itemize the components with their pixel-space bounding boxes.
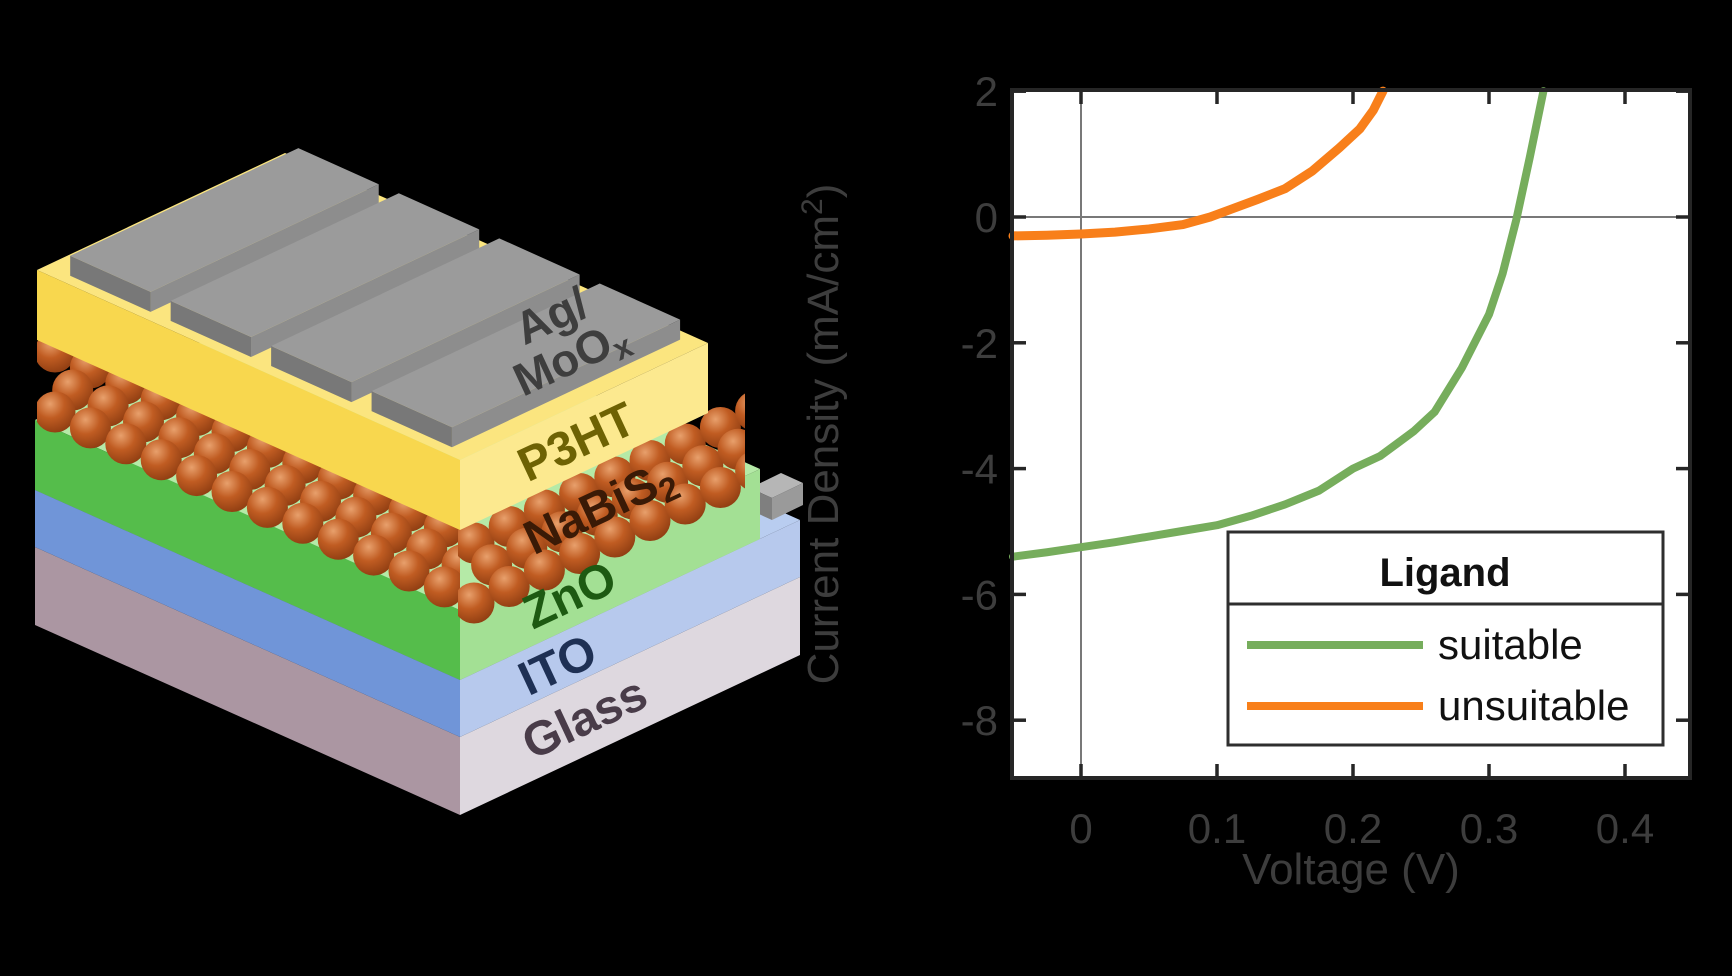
legend-title: Ligand bbox=[1379, 551, 1510, 595]
y-tick-label: -4 bbox=[961, 446, 998, 493]
curve-unsuitable bbox=[1008, 86, 1388, 241]
nanocrystal-sphere bbox=[353, 534, 395, 576]
nanocrystal-sphere bbox=[735, 393, 745, 432]
nanocrystal-band-right bbox=[458, 393, 794, 624]
nanocrystal-sphere bbox=[246, 486, 288, 528]
glass-right-face bbox=[460, 577, 800, 815]
electrode-pad-end bbox=[271, 346, 352, 403]
x-tick-label: 0.1 bbox=[1188, 805, 1246, 852]
plot-box bbox=[1010, 88, 1692, 780]
electrode-pad-top bbox=[170, 193, 480, 337]
nanocrystal-sphere bbox=[69, 407, 111, 449]
electrode-pad-end bbox=[371, 391, 452, 448]
electrode-pad-top bbox=[70, 148, 379, 292]
contact-tab-front bbox=[772, 483, 803, 520]
device-layer-stack bbox=[35, 148, 803, 815]
electrode-pad-side bbox=[451, 319, 681, 448]
electrode-pad-side bbox=[351, 274, 580, 403]
y-tick-label: -6 bbox=[961, 571, 998, 618]
nanocrystal-sphere bbox=[717, 428, 745, 470]
axis-tick-labels: 0 0.1 0.2 0.3 0.4 2 0 -2 -4 -6 -8 bbox=[961, 68, 1655, 852]
nanocrystal-sphere bbox=[105, 423, 147, 465]
nanocrystal-sphere bbox=[176, 455, 218, 497]
nanocrystal-sphere bbox=[699, 467, 741, 508]
nanocrystal-sphere bbox=[664, 483, 706, 525]
electrode-pad-side bbox=[251, 229, 480, 357]
nanocrystal-sphere bbox=[594, 516, 636, 558]
nanocrystal-sphere bbox=[317, 518, 359, 560]
x-tick-label: 0.4 bbox=[1596, 805, 1654, 852]
zno-left-face bbox=[35, 420, 460, 680]
electrode-pad-end bbox=[70, 255, 151, 312]
legend: Ligand suitable unsuitable bbox=[1226, 530, 1665, 747]
nanocrystal-sphere bbox=[388, 550, 430, 592]
x-tick-label: 0.3 bbox=[1460, 805, 1518, 852]
nanocrystal-sphere bbox=[523, 549, 565, 591]
electrode-pad-top bbox=[271, 238, 580, 383]
nanocrystal-sphere bbox=[488, 566, 530, 607]
zero-lines bbox=[1012, 90, 1690, 778]
y-tick-label: 0 bbox=[975, 194, 998, 241]
nanocrystal-sphere bbox=[629, 500, 671, 541]
nanocrystal-sphere bbox=[140, 439, 182, 481]
nanocrystal-sphere bbox=[282, 502, 324, 544]
x-axis-label: Voltage (V) bbox=[1242, 845, 1460, 894]
curve-series bbox=[1008, 86, 1548, 561]
x-tick-label: 0 bbox=[1069, 805, 1092, 852]
device-schematic: Ag/MoOx P3HT NaBiS2 ZnO ITO Glass bbox=[35, 148, 803, 815]
ito-right-face bbox=[460, 520, 800, 737]
legend-label-unsuitable: unsuitable bbox=[1438, 682, 1629, 729]
nanocrystal-sphere bbox=[211, 471, 253, 512]
y-tick-label: -8 bbox=[961, 697, 998, 744]
p3ht-right-face bbox=[460, 343, 708, 530]
curve-suitable bbox=[1009, 87, 1548, 561]
electrode-pad-side bbox=[150, 184, 379, 312]
p3ht-left-face bbox=[37, 270, 460, 530]
nanocrystal-sphere bbox=[423, 566, 460, 608]
nanocrystal-sphere bbox=[753, 412, 794, 453]
y-tick-label: 2 bbox=[975, 68, 998, 115]
nanocrystal-sphere bbox=[458, 582, 495, 624]
nanocrystal-sphere bbox=[37, 391, 76, 433]
x-tick-label: 0.2 bbox=[1324, 805, 1382, 852]
y-tick-label: -2 bbox=[961, 320, 998, 367]
contact-tab-top bbox=[750, 473, 803, 498]
legend-label-suitable: suitable bbox=[1438, 621, 1583, 668]
electrode-pad-end bbox=[170, 300, 252, 357]
y-axis-label: Current Density (mA/cm2) bbox=[796, 184, 848, 685]
electrode-pad-top bbox=[371, 283, 681, 428]
jv-chart: 0 0.1 0.2 0.3 0.4 2 0 -2 -4 -6 -8 Ligand suitable … bbox=[796, 68, 1692, 894]
nanocrystal-sphere bbox=[559, 533, 601, 574]
glass-left-face bbox=[35, 547, 460, 815]
ito-left-face bbox=[35, 490, 460, 737]
axis-ticks bbox=[1012, 89, 1690, 778]
